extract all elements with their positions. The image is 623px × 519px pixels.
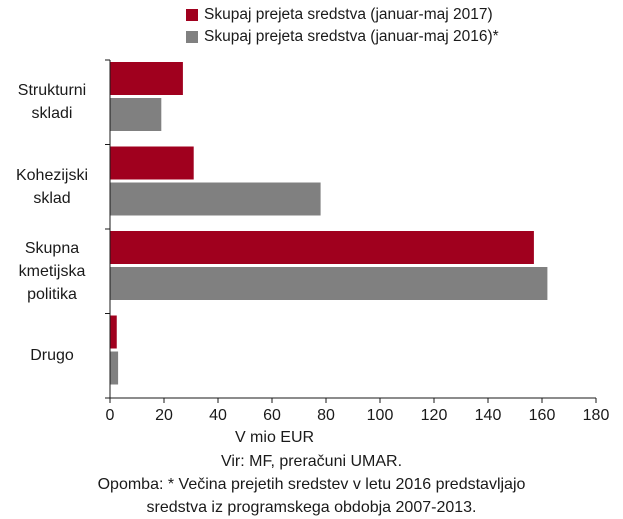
bar-2016-2 xyxy=(110,267,548,300)
category-label-line: Strukturni xyxy=(17,82,87,100)
x-axis-label: V mio EUR xyxy=(234,429,315,446)
legend-label-2016: Skupaj prejeta sredstva (januar-maj 2016… xyxy=(204,28,499,45)
legend-item-2016: Skupaj prejeta sredstva (januar-maj 2016… xyxy=(186,26,499,48)
x-tick-label: 0 xyxy=(105,407,115,424)
x-tick-label: 60 xyxy=(263,407,281,424)
x-tick-label: 40 xyxy=(209,407,227,424)
bar-2016-3 xyxy=(110,351,119,385)
category-label-line: Kohezijski xyxy=(15,166,89,184)
category-label-line: Skupna xyxy=(24,239,80,257)
category-label: Kohezijski sklad xyxy=(0,164,104,210)
bar-2016-1 xyxy=(110,182,321,216)
x-tick-label: 180 xyxy=(582,407,610,424)
legend-swatch-2016 xyxy=(186,31,198,43)
x-tick-label: 100 xyxy=(366,407,394,424)
x-axis-label-wrap: V mio EUR xyxy=(28,429,623,447)
bar-2017-2 xyxy=(110,231,534,264)
legend-item-2017: Skupaj prejeta sredstva (januar-maj 2017… xyxy=(186,4,499,26)
bar-2016-0 xyxy=(110,98,162,131)
bar-2017-0 xyxy=(110,62,183,95)
category-label-line: politika xyxy=(27,285,77,303)
x-tick-label: 140 xyxy=(474,407,502,424)
category-label-line: sklad xyxy=(33,189,71,207)
category-label: Skupna kmetijska politika xyxy=(0,237,104,306)
legend-label-2017: Skupaj prejeta sredstva (januar-maj 2017… xyxy=(204,6,493,23)
category-label-line: Drugo xyxy=(30,347,74,365)
bar-2017-1 xyxy=(110,146,194,180)
x-tick-label: 80 xyxy=(317,407,335,424)
legend: Skupaj prejeta sredstva (januar-maj 2017… xyxy=(186,4,499,48)
category-label-line: kmetijska xyxy=(18,262,86,280)
x-tick-label: 20 xyxy=(155,407,173,424)
x-tick-label: 120 xyxy=(420,407,448,424)
category-label: Drugo xyxy=(0,344,104,367)
source-note: Vir: MF, preračuni UMAR. xyxy=(220,453,403,470)
legend-swatch-2017 xyxy=(186,9,198,21)
x-tick-label: 160 xyxy=(528,407,556,424)
footnote-line-2: sredstva iz programskega obdobja 2007-20… xyxy=(146,499,477,516)
category-label-line: skladi xyxy=(31,105,73,123)
footnote-line-1: Opomba: * Večina prejetih sredstev v let… xyxy=(97,476,526,493)
bar-2017-3 xyxy=(110,315,117,349)
category-label: Strukturni skladi xyxy=(0,79,104,125)
